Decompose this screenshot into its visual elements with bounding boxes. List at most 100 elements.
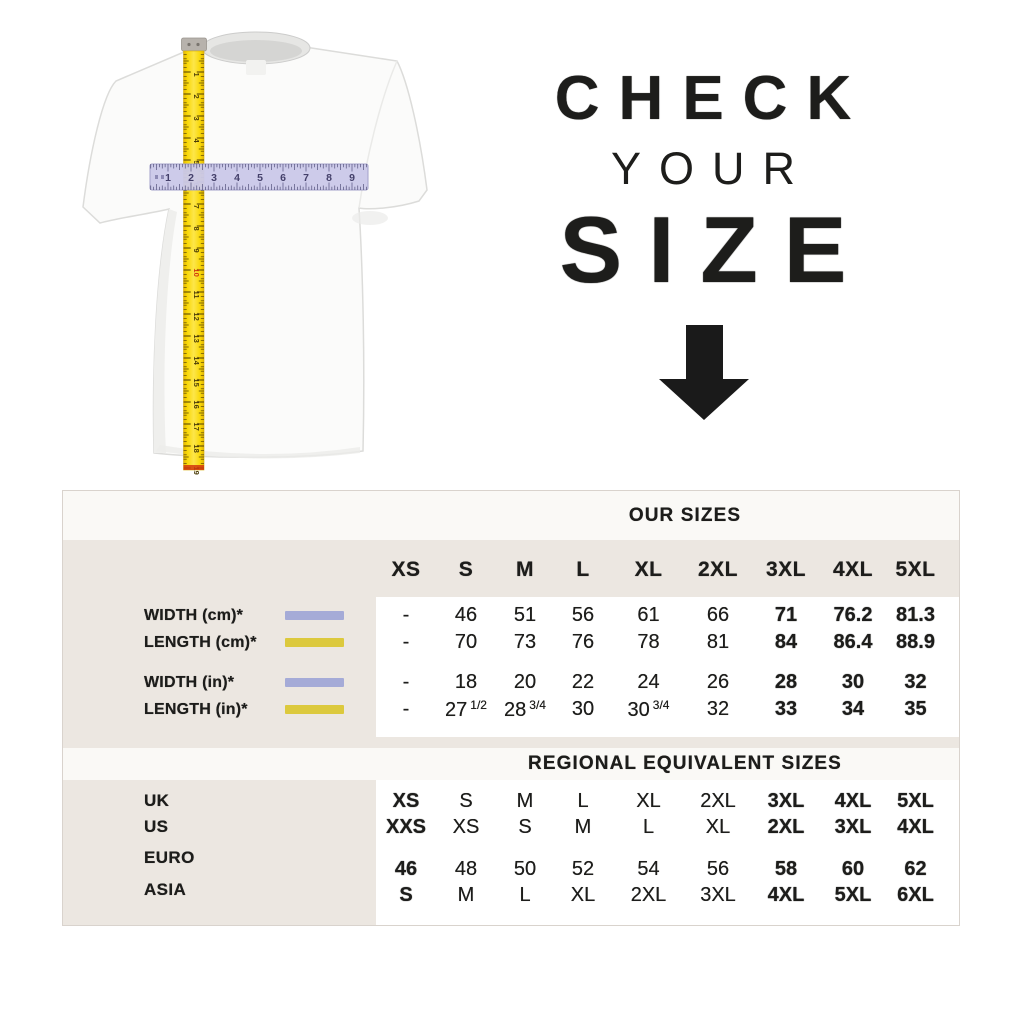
regional-values-panel: XS S M L XL 2XL 3XL 4XL 5XL XXS XS S M L XL 2XL 3XL 4XL 46… — [376, 780, 959, 925]
width-color-swatch — [285, 611, 344, 620]
tape-number: 11 — [192, 291, 201, 299]
our-sizes-section: XS S M L XL 2XL 3XL 4XL 5XL WIDTH (cm)* LENGTH (c… — [63, 540, 959, 748]
row-group-gap — [376, 840, 959, 856]
tape-number: 14 — [192, 356, 201, 365]
tape-number: 5 — [192, 161, 201, 165]
size-value: 51 — [513, 604, 537, 626]
size-value: 4XL — [834, 789, 872, 812]
size-value: 18 — [454, 671, 478, 693]
size-value: 3XL — [767, 789, 805, 812]
measurement-value-row: - 70 73 76 78 81 84 86.4 88.9 — [376, 629, 959, 656]
size-value: 56 — [571, 604, 595, 626]
size-value: 26 — [706, 671, 730, 693]
size-value: 81 — [706, 631, 730, 653]
size-value: 24 — [637, 671, 660, 693]
size-value: 84 — [774, 631, 798, 653]
ruler-number: 5 — [257, 172, 263, 184]
ruler-number: 6 — [280, 172, 286, 184]
tape-number: 7 — [192, 205, 201, 209]
tape-number: 18 — [192, 444, 201, 452]
size-value: 5XL — [834, 883, 872, 906]
size-value: 2XL — [767, 815, 805, 838]
size-column-header: XS — [391, 558, 421, 581]
size-value: XXS — [385, 815, 427, 838]
size-value: XL — [705, 815, 731, 838]
size-column-header: 2XL — [697, 558, 738, 581]
size-value: L — [519, 883, 531, 906]
measurement-row-label: WIDTH (in)* — [144, 673, 235, 691]
measurement-value-row: - 18 20 22 24 26 28 30 32 — [376, 669, 959, 696]
ruler-number: 2 — [188, 172, 194, 184]
size-value: 60 — [841, 857, 865, 880]
size-value: 88.9 — [896, 631, 935, 653]
measurement-value-row: - 27 1/2 28 3/4 30 30 3/4 32 33 34 35 — [376, 696, 959, 723]
size-value: 20 — [513, 671, 537, 693]
regional-sizes-header-row: REGIONAL EQUIVALENT SIZES — [63, 748, 959, 780]
size-value: 46 — [454, 604, 478, 626]
size-value: 78 — [637, 631, 660, 653]
size-value: 30 — [571, 698, 595, 720]
size-value: - — [402, 631, 410, 653]
tape-number: 15 — [192, 378, 201, 386]
size-value: S — [459, 789, 473, 812]
size-value: XS — [392, 789, 420, 812]
ruler-number: 4 — [234, 172, 240, 184]
size-value: L — [577, 789, 589, 812]
size-value: M — [516, 789, 534, 812]
size-value: 66 — [706, 604, 730, 626]
size-value: 30 — [841, 671, 865, 693]
size-table: OUR SIZES XS S M L XL 2XL 3XL 4XL 5XL WIDTH (cm)… — [62, 490, 960, 926]
measurement-label-row: LENGTH (cm)* — [144, 629, 344, 656]
width-color-swatch — [285, 678, 344, 687]
size-value: 28 — [774, 671, 798, 693]
size-value: 3XL — [700, 883, 736, 906]
size-value: 70 — [454, 631, 478, 653]
size-value: 52 — [571, 857, 595, 880]
size-value: 32 — [904, 671, 927, 693]
tape-number: 3 — [192, 117, 201, 121]
ruler-number: 8 — [326, 172, 332, 184]
regional-row-label: US — [144, 817, 169, 836]
tape-number: 1 — [192, 73, 201, 77]
size-value: 3XL — [834, 815, 872, 838]
regional-row-label: ASIA — [144, 880, 187, 899]
tape-number: 9 — [192, 249, 201, 253]
ruler-number: 3 — [211, 172, 217, 184]
size-value: XS — [452, 815, 480, 838]
size-value: 34 — [841, 698, 865, 720]
fraction-suffix: 1/2 — [470, 697, 487, 712]
size-value: 76 — [571, 631, 595, 653]
fraction-suffix: 3/4 — [529, 697, 546, 712]
our-sizes-title: OUR SIZES — [628, 504, 742, 526]
size-value: 27 1/2 — [445, 697, 487, 721]
down-arrow-icon — [659, 325, 749, 420]
regional-value-row: XS S M L XL 2XL 3XL 4XL 5XL — [376, 788, 959, 814]
measurement-row-label: LENGTH (in)* — [144, 700, 248, 718]
size-value: 32 — [706, 698, 730, 720]
ruler-number: 1 — [165, 172, 171, 184]
measurement-label-row: WIDTH (cm)* — [144, 602, 344, 629]
size-column-header: 4XL — [832, 558, 873, 581]
regional-row-labels: UK US EURO ASIA — [144, 780, 195, 903]
measurement-label-row: WIDTH (in)* — [144, 669, 344, 696]
measurement-values-panel: - 46 51 56 61 66 71 76.2 81.3 - 70 73 76 78 81 84 86.4 88… — [376, 597, 959, 737]
size-value: 2XL — [630, 883, 667, 906]
tape-number: 2 — [192, 95, 201, 99]
tape-number: 10 — [192, 268, 201, 276]
size-value: 48 — [454, 857, 478, 880]
size-value: 86.4 — [833, 631, 873, 653]
regional-sizes-section: UK US EURO ASIA XS S M L XL 2XL 3XL 4XL 5XL XXS XS S M L… — [63, 780, 959, 925]
hero-title-check: CHECK — [554, 64, 871, 133]
size-value: 50 — [513, 857, 537, 880]
fraction-suffix: 3/4 — [652, 697, 670, 712]
size-value: - — [402, 698, 410, 720]
size-value: 4XL — [767, 883, 805, 906]
length-color-swatch — [285, 705, 344, 714]
vertical-tape-measure: 12345678910111213141516171819 — [181, 37, 207, 475]
size-value: 28 3/4 — [504, 697, 546, 721]
size-value: 2XL — [700, 789, 736, 812]
size-value: 6XL — [897, 883, 934, 906]
size-value: 30 3/4 — [627, 697, 670, 721]
regional-value-row: 46 48 50 52 54 56 58 60 62 — [376, 856, 959, 882]
